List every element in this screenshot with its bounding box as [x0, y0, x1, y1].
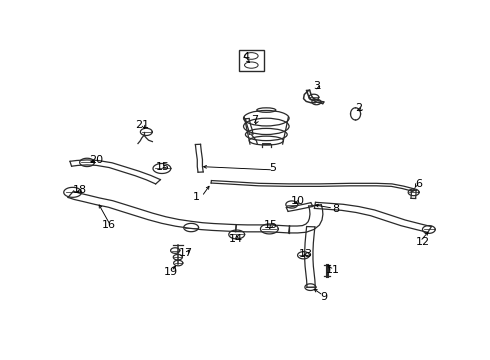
Text: 10: 10 [291, 196, 304, 206]
Bar [239, 50, 264, 71]
Text: 16: 16 [102, 220, 116, 230]
Text: 13: 13 [298, 249, 313, 259]
Text: 1: 1 [194, 192, 200, 202]
Text: 17: 17 [179, 248, 193, 258]
Text: 19: 19 [164, 267, 178, 277]
Text: 14: 14 [229, 234, 243, 244]
Text: 15: 15 [156, 162, 170, 172]
Text: 7: 7 [250, 115, 258, 125]
Text: 9: 9 [320, 292, 328, 302]
Text: 3: 3 [313, 81, 320, 91]
Text: 18: 18 [73, 185, 87, 195]
Text: 12: 12 [416, 237, 430, 247]
Text: 11: 11 [325, 265, 340, 275]
Text: 8: 8 [332, 204, 339, 214]
Text: 5: 5 [270, 163, 277, 174]
Text: 4: 4 [243, 52, 250, 62]
Text: 21: 21 [135, 120, 149, 130]
Text: 15: 15 [264, 220, 278, 230]
Text: 20: 20 [89, 156, 103, 166]
Text: 2: 2 [355, 103, 362, 113]
Text: 6: 6 [416, 179, 422, 189]
